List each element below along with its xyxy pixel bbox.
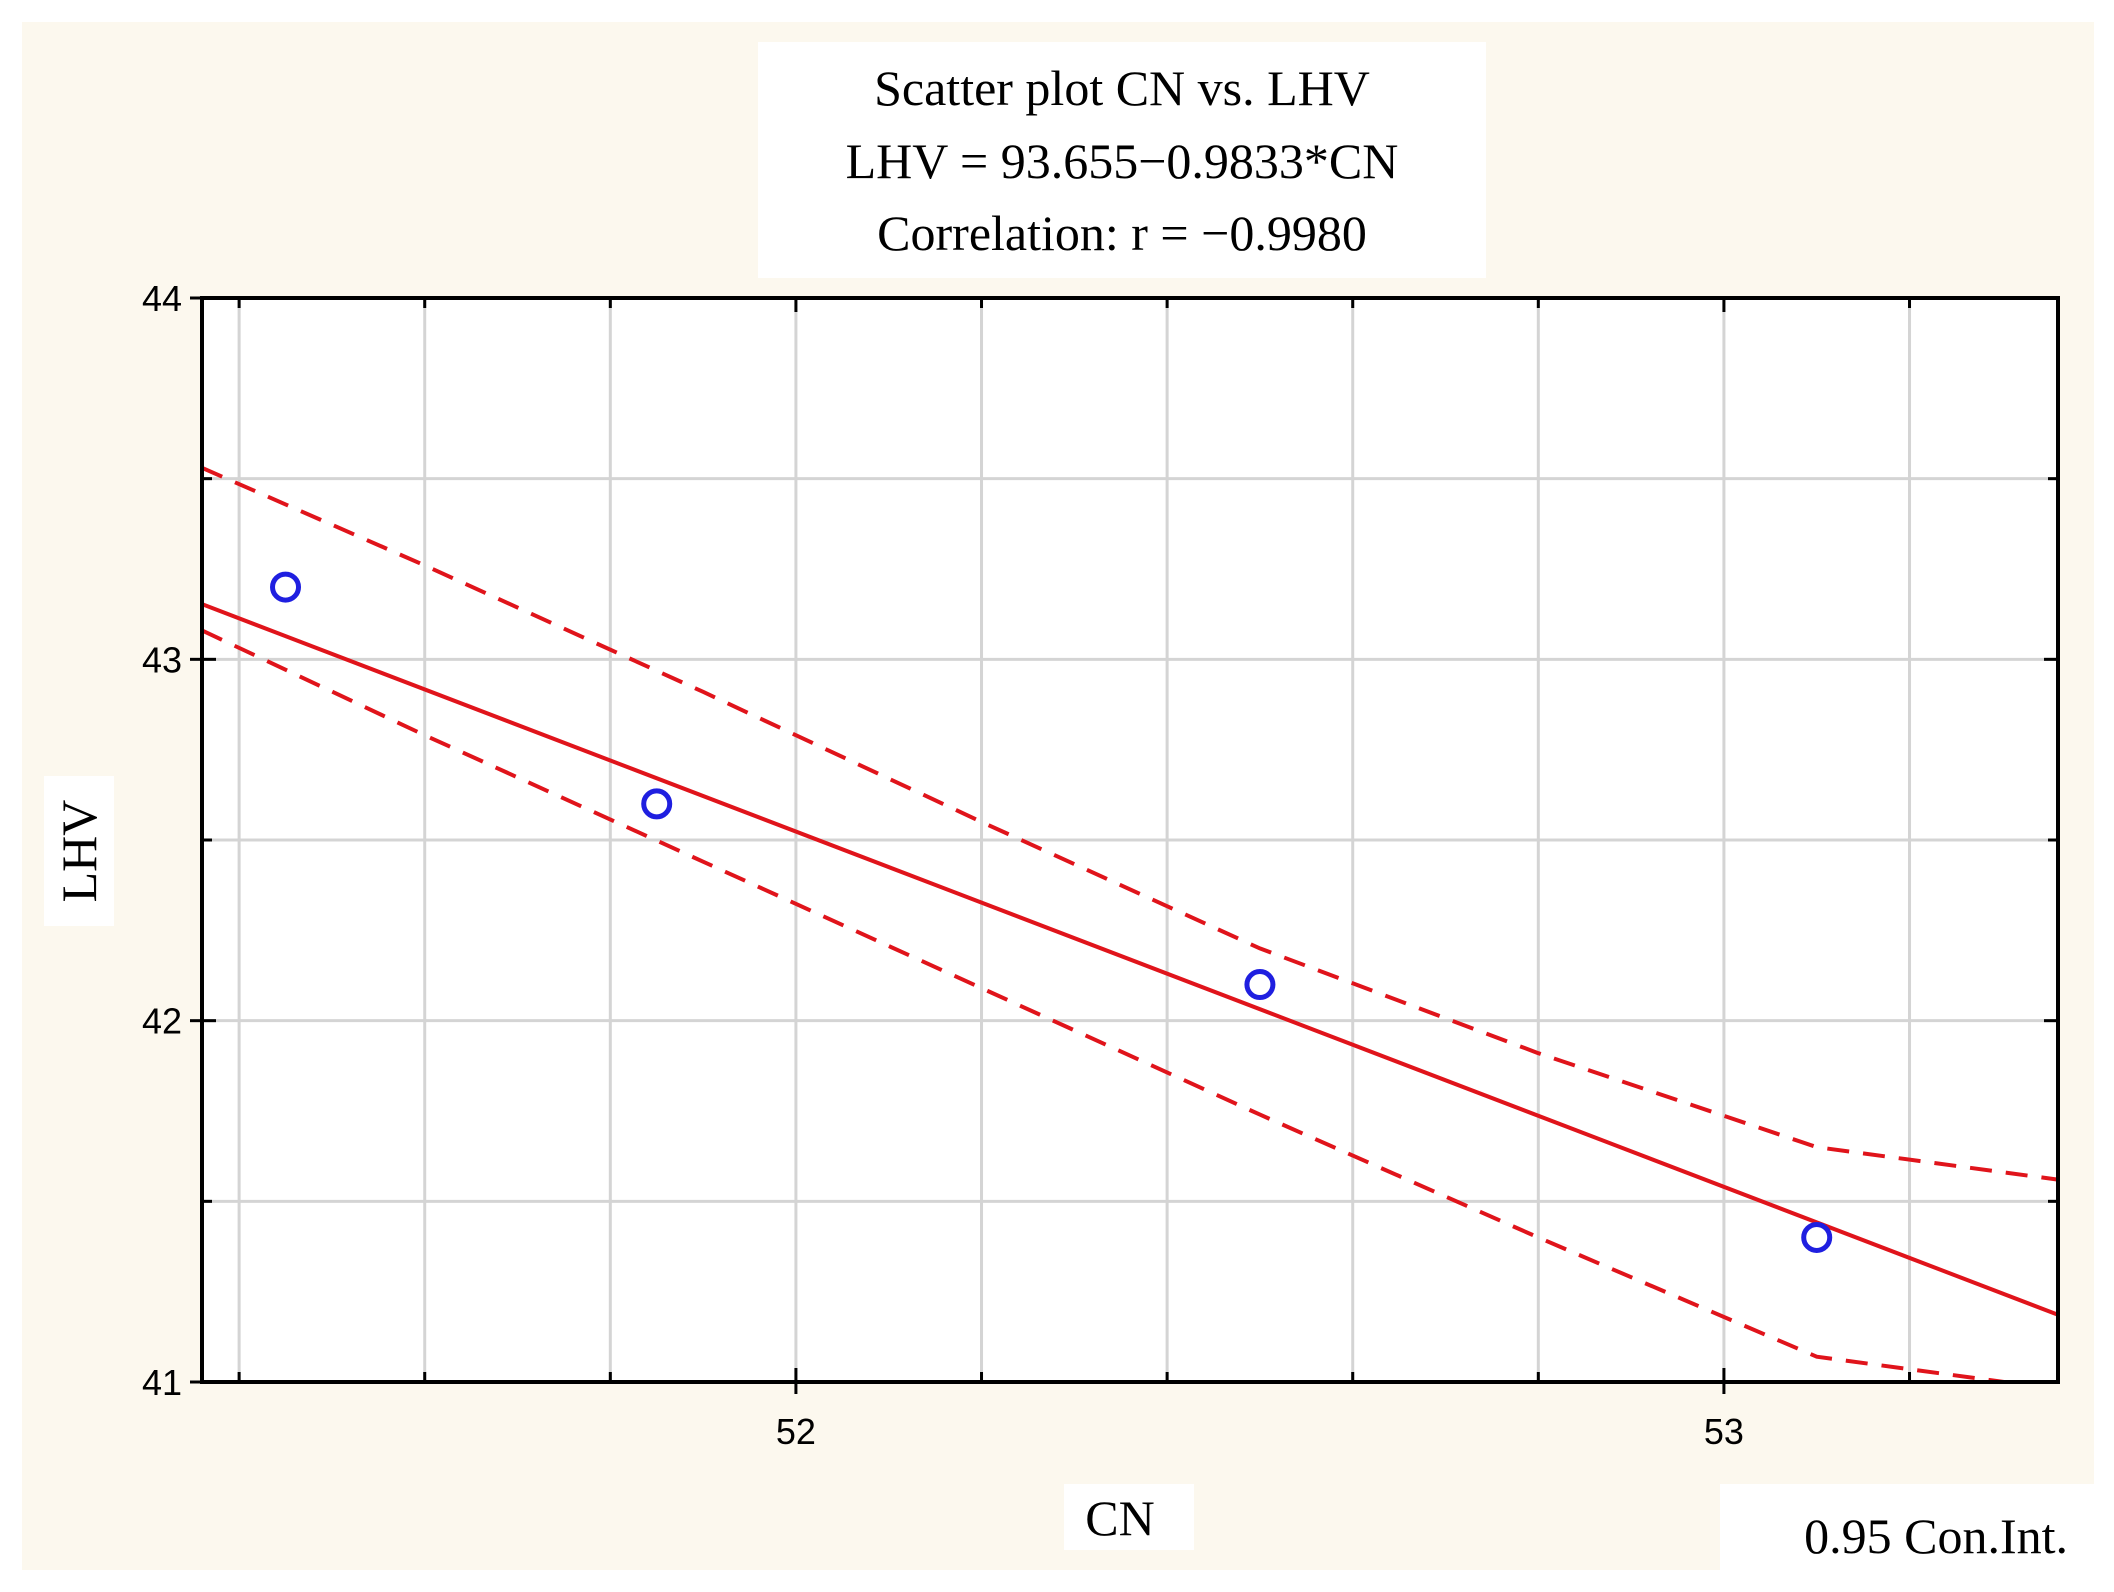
y-axis-label-box — [44, 776, 114, 926]
x-tick-label: 52 — [776, 1411, 816, 1452]
legend-box — [1720, 1484, 2094, 1570]
chart-title: Scatter plot CN vs. LHV — [874, 60, 1370, 116]
regression-line — [202, 602, 2058, 1317]
x-axis-label-box — [1064, 1484, 1194, 1550]
data-point — [641, 788, 673, 820]
x-axis-label: CN — [1085, 1490, 1154, 1546]
chart-correlation: Correlation: r = −0.9980 — [877, 205, 1367, 261]
y-tick-label: 42 — [142, 1001, 182, 1042]
chart-equation: LHV = 93.655−0.9833*CN — [846, 133, 1399, 189]
grid-lines — [202, 296, 2058, 1384]
y-axis-label: LHV — [51, 800, 107, 903]
axis-ticks: 52 53 41 42 43 44 — [142, 278, 2058, 1452]
x-tick-label: 53 — [1704, 1411, 1744, 1452]
data-point — [270, 571, 302, 603]
series-layer — [202, 465, 2058, 1382]
points-layer — [270, 571, 1833, 1253]
legend-text: 0.95 Con.Int. — [1804, 1508, 2068, 1564]
confidence-band-upper — [202, 465, 2058, 1182]
data-point — [1244, 969, 1276, 1001]
confidence-band-lower — [202, 628, 2020, 1382]
y-tick-label: 43 — [142, 639, 182, 680]
title-box — [758, 42, 1486, 278]
y-tick-label: 44 — [142, 278, 182, 319]
y-tick-label: 41 — [142, 1362, 182, 1403]
data-point — [1801, 1221, 1833, 1253]
